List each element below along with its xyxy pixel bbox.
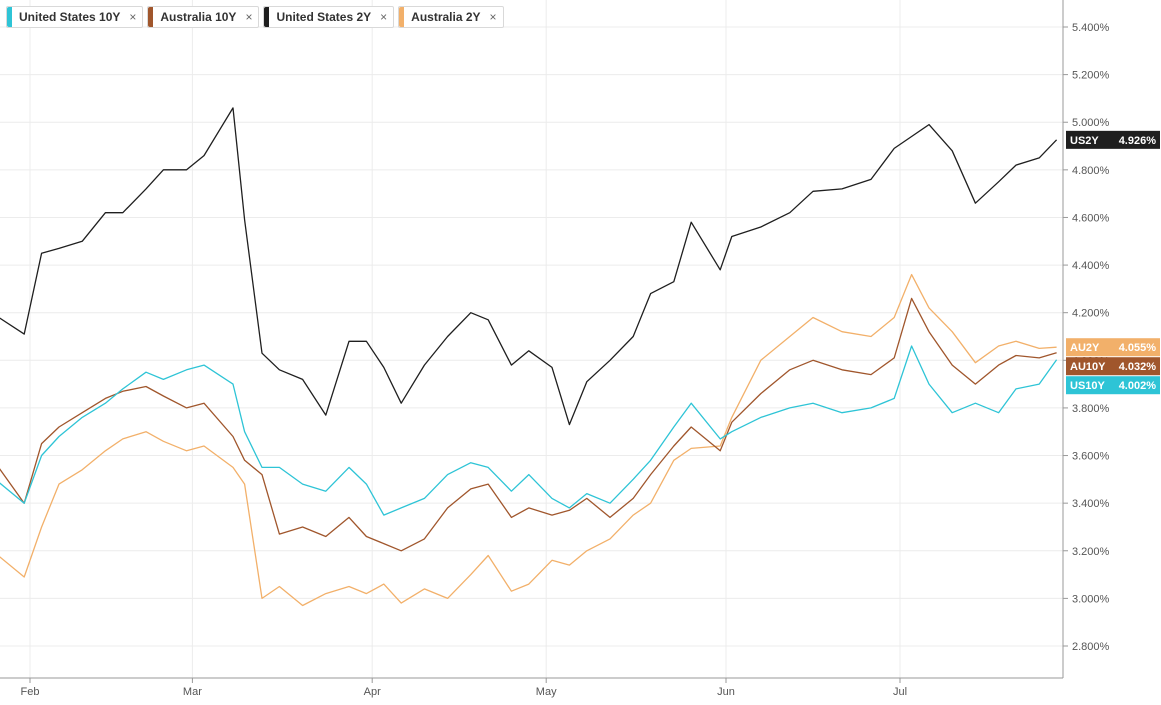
badge-series-label: AU2Y — [1070, 342, 1100, 354]
close-icon[interactable]: × — [245, 10, 253, 24]
y-tick-label: 4.800% — [1072, 165, 1110, 177]
series-line-us2y — [0, 107, 1058, 426]
legend-label: Australia 10Y — [160, 10, 237, 24]
y-tick-label: 3.800% — [1072, 403, 1110, 415]
badge-value-label: 4.926% — [1119, 135, 1157, 147]
badge-series-label: AU10Y — [1070, 361, 1106, 373]
y-tick-label: 5.400% — [1072, 22, 1110, 34]
close-icon[interactable]: × — [489, 10, 497, 24]
legend-chip-us10y[interactable]: United States 10Y × — [6, 6, 144, 28]
y-tick-label: 2.800% — [1072, 641, 1110, 653]
x-tick-label: Mar — [183, 686, 202, 698]
legend-chip-au2y[interactable]: Australia 2Y × — [398, 6, 504, 28]
legend-swatch — [399, 7, 405, 27]
close-icon[interactable]: × — [380, 10, 388, 24]
axes: 2.800%3.000%3.200%3.400%3.600%3.800%4.00… — [0, 0, 1110, 698]
legend-chip-au10y[interactable]: Australia 10Y × — [147, 6, 260, 28]
badge-us10y: US10Y 4.002% — [1066, 376, 1160, 395]
legend-swatch — [264, 7, 270, 27]
x-tick-label: Jul — [893, 686, 907, 698]
badge-bg — [1066, 130, 1160, 149]
badge-bg — [1066, 357, 1160, 376]
badge-series-label: US2Y — [1070, 135, 1099, 147]
x-tick-label: Jun — [717, 686, 735, 698]
y-tick-label: 4.600% — [1072, 212, 1110, 224]
badge-value-label: 4.032% — [1119, 361, 1157, 373]
badge-bg — [1066, 376, 1160, 395]
x-tick-label: Apr — [364, 686, 381, 698]
series-lines — [0, 107, 1058, 607]
badge-au2y: AU2Y 4.055% — [1066, 338, 1160, 357]
legend-swatch — [7, 7, 12, 27]
y-tick-label: 4.200% — [1072, 308, 1110, 320]
legend-label: United States 10Y — [19, 10, 121, 24]
badge-bg — [1066, 338, 1160, 357]
close-icon[interactable]: × — [129, 10, 137, 24]
y-tick-label: 5.200% — [1072, 70, 1110, 82]
grid — [0, 0, 1063, 678]
y-tick-label: 5.000% — [1072, 117, 1110, 129]
series-line-au10y — [0, 297, 1057, 552]
legend: United States 10Y × Australia 10Y × Unit… — [6, 6, 504, 28]
legend-label: United States 2Y — [276, 10, 372, 24]
y-tick-label: 3.600% — [1072, 451, 1110, 463]
badge-series-label: US10Y — [1070, 380, 1106, 392]
x-tick-label: May — [536, 686, 557, 698]
badge-value-label: 4.055% — [1119, 342, 1157, 354]
last-value-badges: US2Y 4.926% AU2Y 4.055% AU10Y 4.032% US10Y 4.00… — [1066, 130, 1160, 395]
y-tick-label: 3.000% — [1072, 593, 1110, 605]
legend-chip-us2y[interactable]: United States 2Y × — [263, 6, 395, 28]
series-line-au2y — [0, 273, 1057, 607]
badge-au10y: AU10Y 4.032% — [1066, 357, 1160, 376]
y-tick-label: 3.200% — [1072, 546, 1110, 558]
legend-label: Australia 2Y — [411, 10, 481, 24]
legend-swatch — [148, 7, 154, 27]
badge-us2y: US2Y 4.926% — [1066, 130, 1160, 149]
y-tick-label: 4.400% — [1072, 260, 1110, 272]
series-line-us10y — [0, 345, 1058, 516]
y-tick-label: 3.400% — [1072, 498, 1110, 510]
x-tick-label: Feb — [21, 686, 40, 698]
badge-value-label: 4.002% — [1119, 380, 1157, 392]
